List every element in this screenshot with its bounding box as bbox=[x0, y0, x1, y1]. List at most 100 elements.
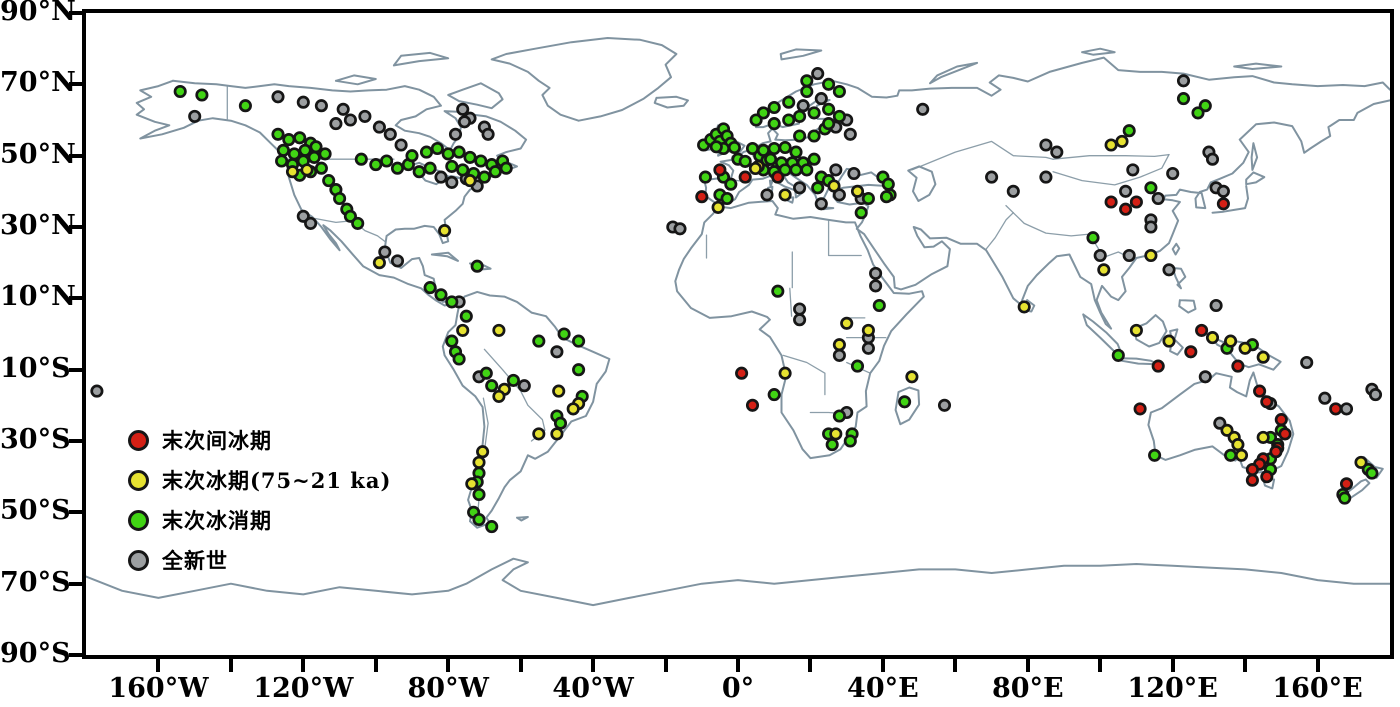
site-dot-holocene bbox=[1122, 248, 1136, 263]
site-dot-holocene bbox=[1093, 248, 1107, 263]
coastline bbox=[334, 74, 377, 86]
site-dot-interglacial bbox=[1119, 202, 1133, 216]
country-border bbox=[1052, 153, 1170, 160]
site-dot-deglacial bbox=[832, 109, 846, 123]
site-dot-glacial bbox=[1238, 341, 1252, 355]
site-dot-deglacial bbox=[807, 129, 821, 143]
glacial-swatch-icon bbox=[128, 469, 149, 491]
site-dot-glacial bbox=[463, 174, 477, 188]
site-dot-deglacial bbox=[709, 140, 723, 154]
site-dot-holocene bbox=[861, 341, 875, 355]
x-axis-tick bbox=[518, 659, 523, 672]
y-axis-label: 50°N bbox=[0, 138, 76, 170]
site-dot-deglacial bbox=[727, 140, 741, 155]
site-dot-glacial bbox=[372, 256, 386, 270]
site-dot-glacial bbox=[300, 163, 314, 177]
site-dot-deglacial bbox=[459, 309, 473, 323]
site-dot-holocene bbox=[358, 109, 372, 123]
site-dot-interglacial bbox=[1278, 427, 1292, 441]
site-dot-holocene bbox=[847, 166, 861, 181]
y-axis-tick bbox=[69, 153, 82, 158]
holocene-swatch-icon bbox=[128, 549, 149, 571]
site-dot-holocene bbox=[1039, 170, 1053, 184]
x-axis-label: 160°W bbox=[108, 673, 209, 704]
site-dot-deglacial bbox=[293, 131, 307, 145]
site-dot-deglacial bbox=[822, 102, 836, 116]
site-dot-deglacial bbox=[474, 154, 488, 168]
country-border bbox=[827, 219, 862, 257]
x-axis-tick bbox=[156, 659, 161, 672]
site-dot-deglacial bbox=[369, 158, 383, 172]
site-dot-holocene bbox=[1198, 370, 1212, 384]
site-dot-deglacial bbox=[767, 117, 781, 131]
deglacial-swatch-icon bbox=[128, 509, 149, 531]
y-axis-tick bbox=[69, 11, 82, 15]
site-dot-glacial bbox=[1256, 430, 1270, 444]
site-dot-deglacial bbox=[745, 141, 760, 156]
coastline bbox=[1245, 171, 1266, 186]
site-dot-deglacial bbox=[724, 177, 738, 191]
y-axis-tick bbox=[69, 367, 82, 372]
coastline bbox=[1178, 299, 1197, 314]
x-axis-tick bbox=[301, 659, 306, 672]
site-dot-holocene bbox=[1300, 355, 1314, 370]
site-dot-deglacial bbox=[195, 88, 209, 102]
country-border bbox=[782, 354, 826, 396]
site-dot-interglacial bbox=[1245, 473, 1259, 487]
site-dot-holocene bbox=[811, 67, 825, 81]
site-dot-deglacial bbox=[1365, 466, 1379, 480]
site-dot-interglacial bbox=[1274, 413, 1288, 427]
site-dot-deglacial bbox=[800, 163, 814, 177]
site-dot-glacial bbox=[285, 165, 300, 179]
site-dot-deglacial bbox=[275, 154, 289, 168]
site-dot-holocene bbox=[1050, 145, 1064, 159]
coastline bbox=[86, 557, 1390, 607]
site-dot-holocene bbox=[796, 99, 810, 113]
legend-item-holocene: 全新世 bbox=[128, 544, 391, 576]
site-dot-glacial bbox=[1115, 134, 1129, 148]
site-dot-holocene bbox=[329, 117, 343, 131]
site-dot-interglacial bbox=[771, 170, 785, 184]
site-dot-holocene bbox=[550, 345, 564, 359]
site-dot-deglacial bbox=[445, 295, 459, 309]
site-dot-interglacial bbox=[1253, 384, 1267, 398]
site-dot-interglacial bbox=[735, 366, 749, 380]
site-dot-deglacial bbox=[485, 520, 499, 534]
site-dot-glacial bbox=[861, 323, 875, 337]
site-dot-glacial bbox=[840, 316, 854, 330]
x-axis-label: 160°E bbox=[1272, 673, 1363, 704]
x-axis-tick bbox=[228, 659, 233, 672]
site-dot-holocene bbox=[304, 216, 318, 230]
site-dot-deglacial bbox=[782, 113, 796, 127]
site-dot-holocene bbox=[1166, 166, 1180, 181]
site-dot-deglacial bbox=[832, 409, 846, 423]
site-dot-holocene bbox=[1126, 163, 1140, 177]
site-dot-deglacial bbox=[445, 334, 459, 348]
site-dot-holocene bbox=[394, 138, 408, 152]
site-dot-deglacial bbox=[380, 154, 394, 168]
x-axis-tick bbox=[736, 659, 740, 672]
y-axis-tick bbox=[69, 510, 82, 515]
site-dot-interglacial bbox=[1184, 345, 1198, 359]
x-axis-label: 80°W bbox=[407, 673, 489, 704]
site-dot-deglacial bbox=[441, 147, 455, 161]
coastline bbox=[447, 82, 504, 110]
coastline bbox=[755, 56, 1390, 129]
site-dot-deglacial bbox=[470, 259, 484, 273]
coastline bbox=[392, 51, 450, 67]
site-dot-deglacial bbox=[767, 100, 781, 115]
x-axis-label: 120°E bbox=[1127, 673, 1218, 704]
country-border bbox=[483, 348, 546, 442]
site-dot-deglacial bbox=[807, 106, 821, 120]
site-dot-deglacial bbox=[1111, 348, 1125, 362]
legend-label-glacial: 末次冰期(75~21 ka) bbox=[162, 468, 392, 493]
site-dot-deglacial bbox=[485, 379, 499, 393]
x-axis-label: 40°W bbox=[552, 673, 634, 704]
site-dot-holocene bbox=[1368, 388, 1383, 402]
site-dot-deglacial bbox=[825, 438, 839, 452]
site-dot-deglacial bbox=[506, 373, 520, 387]
site-dot-deglacial bbox=[445, 159, 459, 173]
y-axis-tick bbox=[69, 82, 82, 87]
site-dot-glacial bbox=[566, 402, 580, 416]
site-dot-holocene bbox=[673, 222, 687, 236]
